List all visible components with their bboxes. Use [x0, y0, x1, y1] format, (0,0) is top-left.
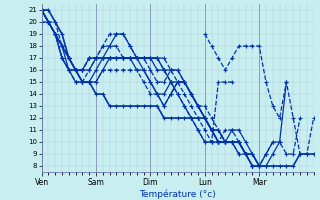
- X-axis label: Température (°c): Température (°c): [139, 189, 216, 199]
